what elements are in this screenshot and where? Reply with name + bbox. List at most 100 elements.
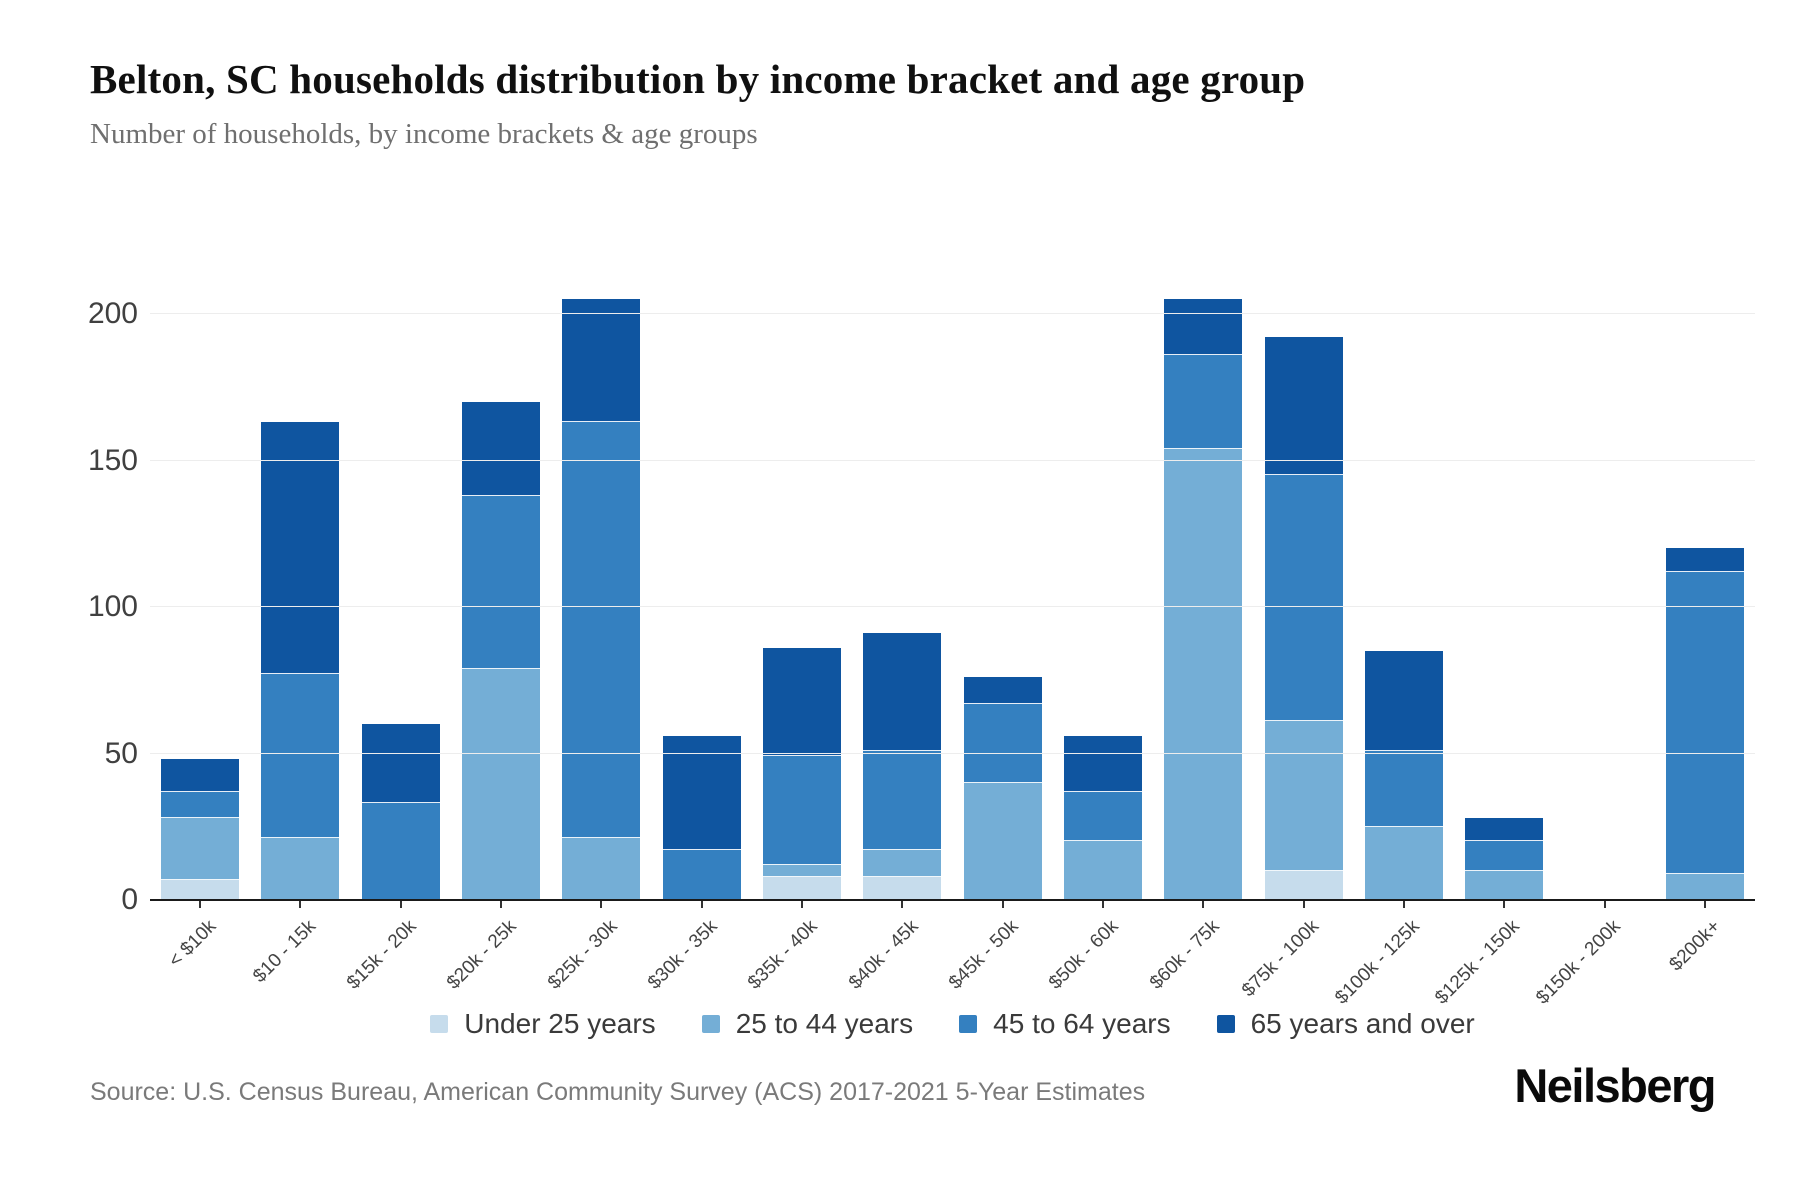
bar-segment-age_25_44[interactable]	[1665, 873, 1744, 900]
x-tick-label: $200k+	[1665, 916, 1725, 976]
bar-segment-age_25_44[interactable]	[963, 782, 1042, 900]
bar-segment-age_25_44[interactable]	[1264, 721, 1343, 871]
bar-segment-age_25_44[interactable]	[763, 864, 842, 877]
bar-$20k - 25k	[462, 401, 541, 900]
bar-segment-age_45_64[interactable]	[1264, 475, 1343, 722]
bar-segment-age_25_44[interactable]	[161, 817, 240, 880]
bar-$60k - 75k	[1164, 299, 1243, 900]
bar-segment-age_65_plus[interactable]	[361, 724, 440, 804]
x-tick	[801, 901, 804, 908]
legend-item-age_65_plus[interactable]: 65 years and over	[1216, 1008, 1475, 1040]
bar-segment-age_45_64[interactable]	[863, 750, 942, 851]
bar-segment-age_45_64[interactable]	[1465, 841, 1544, 871]
bar-slot	[150, 250, 250, 900]
bar-segment-age_25_44[interactable]	[863, 850, 942, 877]
bar-slot	[1153, 250, 1253, 900]
bar-segment-age_65_plus[interactable]	[462, 401, 541, 496]
bar-segment-age_45_64[interactable]	[1665, 571, 1744, 874]
bar-segment-under_25[interactable]	[863, 876, 942, 900]
bar-$45k - 50k	[963, 677, 1042, 900]
y-tick-label-0: 0	[121, 883, 138, 916]
y-tick-label-100: 100	[87, 590, 138, 623]
bar-segment-under_25[interactable]	[763, 876, 842, 900]
page-subtitle: Number of households, by income brackets…	[90, 118, 758, 150]
source-note: Source: U.S. Census Bureau, American Com…	[90, 1078, 1146, 1106]
bar-segment-age_25_44[interactable]	[562, 838, 641, 900]
bar-slot	[652, 250, 752, 900]
bar-segment-age_45_64[interactable]	[562, 422, 641, 839]
legend-item-age_25_44[interactable]: 25 to 44 years	[701, 1008, 913, 1040]
x-tick-label: $125k - 150k	[1431, 916, 1525, 1009]
bar-segment-age_45_64[interactable]	[1364, 750, 1443, 827]
bar-segment-age_45_64[interactable]	[161, 791, 240, 818]
bar-segment-age_45_64[interactable]	[361, 803, 440, 900]
y-tick-label-200: 200	[87, 297, 138, 330]
bar-slot	[752, 250, 852, 900]
x-tick	[500, 901, 503, 908]
bar-segment-under_25[interactable]	[1264, 870, 1343, 900]
x-tick-label: $50k - 60k	[1045, 916, 1123, 994]
bar-segment-age_65_plus[interactable]	[1364, 650, 1443, 751]
x-tick-label: $45k - 50k	[944, 916, 1023, 994]
bar-< $10k	[161, 759, 240, 900]
bar-segment-age_65_plus[interactable]	[161, 759, 240, 792]
bar-segment-age_65_plus[interactable]	[1063, 735, 1142, 792]
bar-segment-under_25[interactable]	[161, 879, 240, 900]
x-tick-label: $60k - 75k	[1145, 916, 1224, 994]
bar-$50k - 60k	[1063, 735, 1142, 900]
bar-$35k - 40k	[763, 648, 842, 900]
bar-segment-age_45_64[interactable]	[1063, 791, 1142, 842]
bar-segment-age_65_plus[interactable]	[662, 735, 741, 851]
bar-slot	[1354, 250, 1454, 900]
bar-slot	[1053, 250, 1153, 900]
x-tick	[700, 901, 703, 908]
bar-segment-age_65_plus[interactable]	[1164, 299, 1243, 356]
bar-$40k - 45k	[863, 633, 942, 900]
bar-segment-age_25_44[interactable]	[1364, 826, 1443, 900]
bar-segment-age_45_64[interactable]	[763, 756, 842, 865]
x-tick	[299, 901, 302, 908]
bar-slot	[1554, 250, 1654, 900]
bar-segment-age_65_plus[interactable]	[261, 422, 340, 675]
bar-segment-age_25_44[interactable]	[261, 838, 340, 900]
bar-segment-age_65_plus[interactable]	[562, 299, 641, 423]
x-tick-label: < $10k	[164, 916, 221, 972]
chart-legend: Under 25 years 25 to 44 years 45 to 64 yea…	[150, 1008, 1755, 1040]
bar-segment-age_65_plus[interactable]	[1665, 548, 1744, 572]
legend-swatch-icon	[701, 1015, 720, 1033]
plot-area	[150, 250, 1755, 901]
bar-segment-age_25_44[interactable]	[1063, 841, 1142, 900]
x-tick-label: $40k - 45k	[844, 916, 923, 994]
bar-segment-age_65_plus[interactable]	[863, 633, 942, 751]
bar-segment-age_45_64[interactable]	[261, 674, 340, 839]
x-tick-label: $100k - 125k	[1331, 916, 1424, 1009]
bar-segment-age_45_64[interactable]	[1164, 355, 1243, 449]
bar-segment-age_65_plus[interactable]	[963, 677, 1042, 704]
bar-slot	[250, 250, 350, 900]
x-tick	[1202, 901, 1205, 908]
legend-item-under_25[interactable]: Under 25 years	[430, 1008, 656, 1040]
bar-segment-age_65_plus[interactable]	[1264, 337, 1343, 476]
gridline-50	[150, 752, 1755, 754]
bar-segment-age_45_64[interactable]	[662, 850, 741, 900]
legend-label: 65 years and over	[1250, 1008, 1475, 1039]
bar-segment-age_45_64[interactable]	[963, 703, 1042, 783]
bar-segment-age_45_64[interactable]	[462, 495, 541, 669]
bar-segment-age_25_44[interactable]	[1164, 448, 1243, 900]
bar-segment-age_25_44[interactable]	[462, 668, 541, 900]
x-tick	[1001, 901, 1004, 908]
bar-segment-age_25_44[interactable]	[1465, 870, 1544, 900]
x-tick	[1402, 901, 1405, 908]
bar-segment-age_65_plus[interactable]	[1465, 817, 1544, 842]
bar-segment-age_65_plus[interactable]	[763, 648, 842, 757]
x-tick	[1503, 901, 1506, 908]
x-tick-label: $20k - 25k	[443, 916, 521, 994]
bar-$75k - 100k	[1264, 337, 1343, 900]
legend-item-age_45_64[interactable]: 45 to 64 years	[959, 1008, 1171, 1040]
bar-slot	[852, 250, 952, 900]
legend-label: 45 to 64 years	[993, 1008, 1171, 1039]
bar-slot	[953, 250, 1053, 900]
x-tick	[399, 901, 402, 908]
legend-swatch-icon	[959, 1015, 978, 1033]
x-tick-label: $15k - 20k	[343, 916, 421, 994]
